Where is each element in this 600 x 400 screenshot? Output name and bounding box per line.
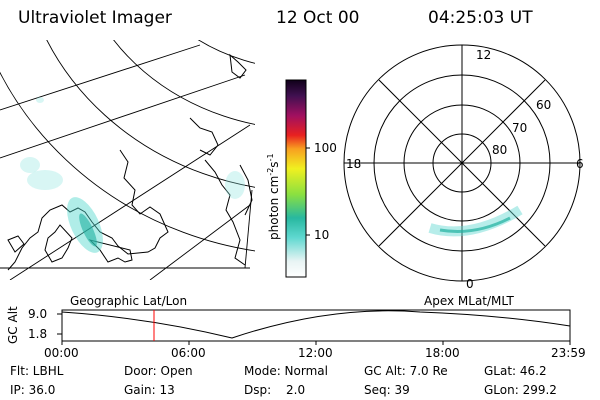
- sequence-status: Seq: 39: [364, 383, 410, 397]
- meridian-line: [9, 124, 251, 280]
- altitude-curve: [61, 310, 571, 339]
- gain-status: Gain: 13: [124, 383, 175, 397]
- colorbar-tick-10: 10: [314, 228, 330, 242]
- mlt-label-6: 6: [576, 157, 584, 171]
- orbit-xtick-label: 23:59: [551, 346, 586, 360]
- orbit-ylabel: GC Alt: [6, 306, 20, 344]
- orbit-xtick-label: 12:00: [298, 346, 333, 360]
- time-label: 04:25:03 UT: [428, 8, 533, 28]
- polar-diagonal: [378, 79, 546, 247]
- dsp-label: Dsp:: [244, 383, 272, 397]
- color-scale-bar: [285, 79, 307, 278]
- coastline: [239, 164, 253, 216]
- lat-label-70: 70: [512, 121, 528, 135]
- latitude-line: [197, 40, 255, 64]
- coastline: [44, 224, 73, 263]
- meridian-line: [149, 204, 251, 280]
- coastline: [204, 159, 246, 266]
- geographic-longitude-status: GLon: 299.2: [484, 383, 557, 397]
- orbit-xtick-label: 06:00: [171, 346, 206, 360]
- mlt-label-0: 0: [466, 277, 474, 291]
- instrument-title: Ultraviolet Imager: [18, 8, 172, 28]
- coastline: [7, 235, 25, 253]
- geographic-latitude-status: GLat: 46.2: [484, 364, 547, 378]
- polar-mlt-plot: [343, 44, 581, 282]
- aurora-emission-geographic: [20, 97, 245, 253]
- orbit-xtick-label: 00:00: [44, 346, 79, 360]
- coastline: [88, 239, 133, 263]
- filter-status: Flt: LBHL: [10, 364, 64, 378]
- gc-altitude-status: GC Alt: 7.0 Re: [364, 364, 448, 378]
- coastline: [229, 53, 247, 79]
- door-status: Door: Open: [124, 364, 193, 378]
- colorbar-tick-100: 100: [314, 141, 337, 155]
- coastline: [189, 117, 219, 156]
- latitude-line: [113, 40, 255, 125]
- mlt-label-12: 12: [476, 48, 492, 62]
- colorbar-unit-label: photon cm-2s-1: [266, 153, 281, 240]
- date-label: 12 Oct 00: [276, 8, 360, 28]
- meridian-line: [0, 44, 201, 111]
- apex-map-label: Apex MLat/MLT: [424, 294, 514, 308]
- aurora-emission-polar: [428, 205, 523, 237]
- mlt-label-18: 18: [346, 157, 362, 171]
- dsp-value: 2.0: [286, 383, 306, 397]
- ip-status: IP: 36.0: [10, 383, 56, 397]
- meridian-line: [0, 74, 246, 159]
- lat-label-60: 60: [536, 98, 552, 112]
- coastline: [7, 149, 169, 271]
- orbit-ytick-top: 9.0: [28, 307, 48, 321]
- orbit-altitude-plot: [61, 309, 571, 342]
- orbit-xtick-label: 18:00: [425, 346, 460, 360]
- geographic-map-label: Geographic Lat/Lon: [70, 294, 188, 308]
- mode-status: Mode: Normal: [244, 364, 328, 378]
- orbit-ytick-bottom: 1.8: [28, 327, 48, 341]
- lat-label-80: 80: [492, 143, 508, 157]
